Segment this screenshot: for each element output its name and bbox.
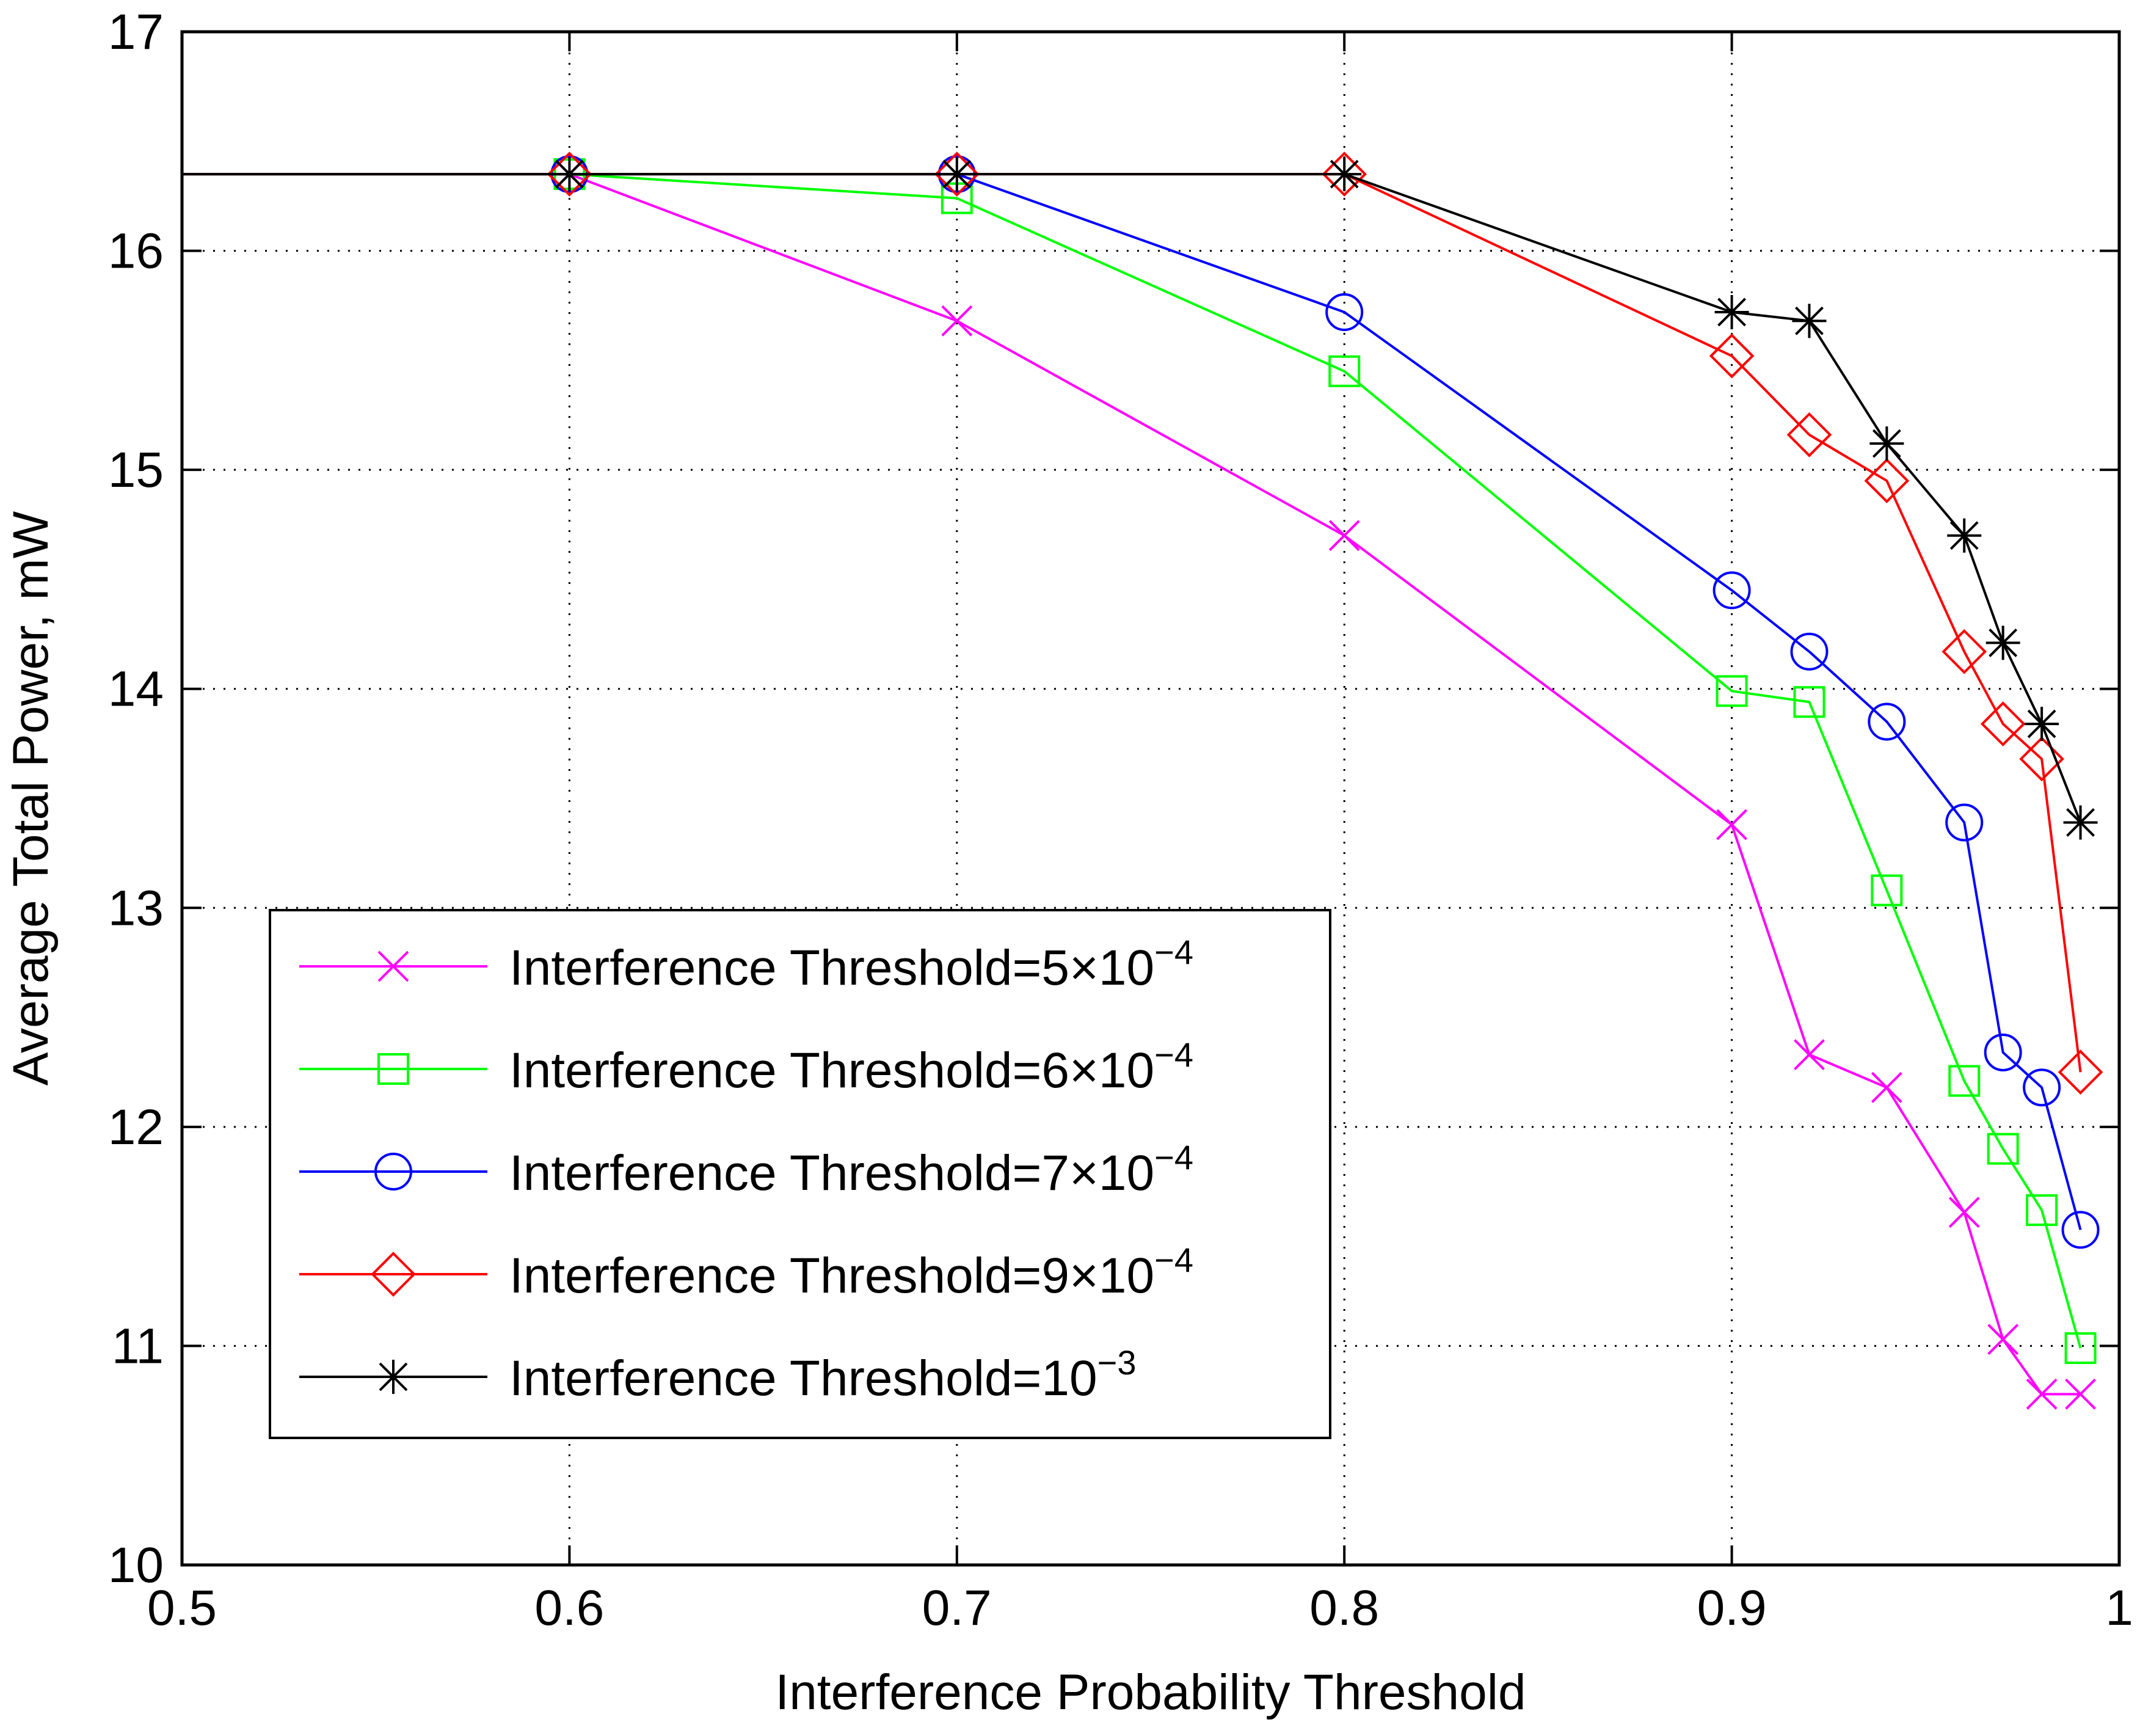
data-point-marker <box>1714 294 1749 329</box>
legend-item: Interference Threshold=6×10−4 <box>299 1035 1193 1098</box>
x-tick-label: 0.9 <box>1697 1580 1767 1636</box>
data-point-marker <box>1794 1039 1825 1070</box>
data-point-marker <box>1985 625 2020 660</box>
legend-label: Interference Threshold=5×10−4 <box>509 933 1193 996</box>
data-point-marker <box>2063 805 2098 840</box>
data-point-marker <box>1327 157 1362 192</box>
y-axis-label: Average Total Power, mW <box>3 511 59 1085</box>
data-point-marker <box>1987 1324 2019 1355</box>
data-point-marker <box>1945 803 1984 842</box>
y-tick-label: 10 <box>108 1537 164 1593</box>
data-point-marker <box>1325 293 1364 331</box>
data-point-marker <box>1328 355 1361 387</box>
x-tick-label: 1 <box>2105 1580 2133 1636</box>
data-point-marker <box>1793 686 1825 718</box>
y-tick-label: 16 <box>108 224 164 279</box>
data-point-marker <box>1322 151 1367 197</box>
data-point-marker <box>1947 518 1982 553</box>
legend: Interference Threshold=5×10−4 Interferenc… <box>269 909 1331 1439</box>
axis-ticks: 0.5 0.6 0.7 0.8 0.9 1 10 11 12 13 14 15 16 17 <box>108 4 2133 1636</box>
data-point-marker <box>1716 809 1748 841</box>
data-point-marker <box>1871 874 1903 906</box>
x-tick-label: 0.6 <box>534 1580 604 1636</box>
data-point-marker <box>939 157 974 192</box>
x-tick-label: 0.7 <box>922 1580 992 1636</box>
data-point-marker <box>2064 1332 2097 1365</box>
data-point-marker <box>1792 304 1827 338</box>
data-point-marker <box>1712 571 1751 610</box>
legend-label: Interference Threshold=10−3 <box>509 1343 1136 1406</box>
y-tick-label: 11 <box>112 1318 164 1374</box>
series-group <box>182 151 2103 1410</box>
data-point-marker <box>552 157 587 192</box>
data-point-marker <box>1868 702 1906 741</box>
data-point-marker <box>1942 629 1987 674</box>
series-line <box>182 173 2082 1349</box>
data-point-marker <box>2065 1378 2096 1410</box>
legend-marker <box>377 950 409 982</box>
plot-frame <box>180 30 2121 1567</box>
y-tick-label: 15 <box>108 442 164 498</box>
data-point-marker <box>2025 707 2059 742</box>
legend-item: Interference Threshold=5×10−4 <box>299 933 1193 996</box>
data-point-marker <box>547 151 592 197</box>
data-point-marker <box>1716 675 1748 707</box>
x-axis-label: Interference Probability Threshold <box>775 1665 1526 1720</box>
legend-label: Interference Threshold=9×10−4 <box>509 1241 1193 1304</box>
data-point-marker <box>1869 426 1904 461</box>
data-point-marker <box>2019 736 2064 782</box>
data-point-marker <box>1709 333 1755 379</box>
x-tick-label: 0.8 <box>1309 1580 1379 1636</box>
legend-label: Interference Threshold=7×10−4 <box>509 1138 1193 1201</box>
data-point-marker <box>1864 458 1910 503</box>
data-point-marker <box>1786 412 1832 458</box>
legend-marker <box>374 1153 412 1191</box>
data-point-marker <box>934 151 980 197</box>
legend-marker <box>377 1053 409 1085</box>
y-tick-label: 17 <box>108 4 164 60</box>
legend-marker <box>371 1252 416 1297</box>
data-point-marker <box>2023 1068 2061 1107</box>
data-point-marker <box>1948 1065 1981 1097</box>
data-point-marker <box>1328 520 1360 552</box>
legend-item: Interference Threshold=10−3 <box>299 1343 1136 1406</box>
data-point-marker <box>1987 1132 2019 1165</box>
y-tick-label: 12 <box>108 1100 164 1155</box>
data-point-marker <box>1984 1033 2022 1071</box>
data-point-marker <box>2061 1211 2100 1249</box>
data-point-marker <box>1871 1071 1902 1103</box>
x-tick-label: 0.5 <box>147 1580 217 1636</box>
data-point-marker <box>1790 632 1829 671</box>
y-tick-label: 14 <box>108 662 164 717</box>
legend-box <box>269 909 1331 1439</box>
data-point-marker <box>2026 1378 2058 1410</box>
data-point-marker <box>941 305 973 337</box>
data-point-marker <box>2026 1194 2058 1227</box>
legend-label: Interference Threshold=6×10−4 <box>509 1035 1193 1098</box>
legend-item: Interference Threshold=9×10−4 <box>299 1241 1193 1304</box>
data-point-marker <box>1980 701 2026 746</box>
data-point-marker <box>1948 1197 1980 1228</box>
legend-item: Interference Threshold=7×10−4 <box>299 1138 1193 1201</box>
legend-marker <box>376 1360 410 1394</box>
series-asterisk <box>182 157 2098 840</box>
data-point-marker <box>2058 1049 2103 1095</box>
y-tick-label: 13 <box>108 880 164 936</box>
